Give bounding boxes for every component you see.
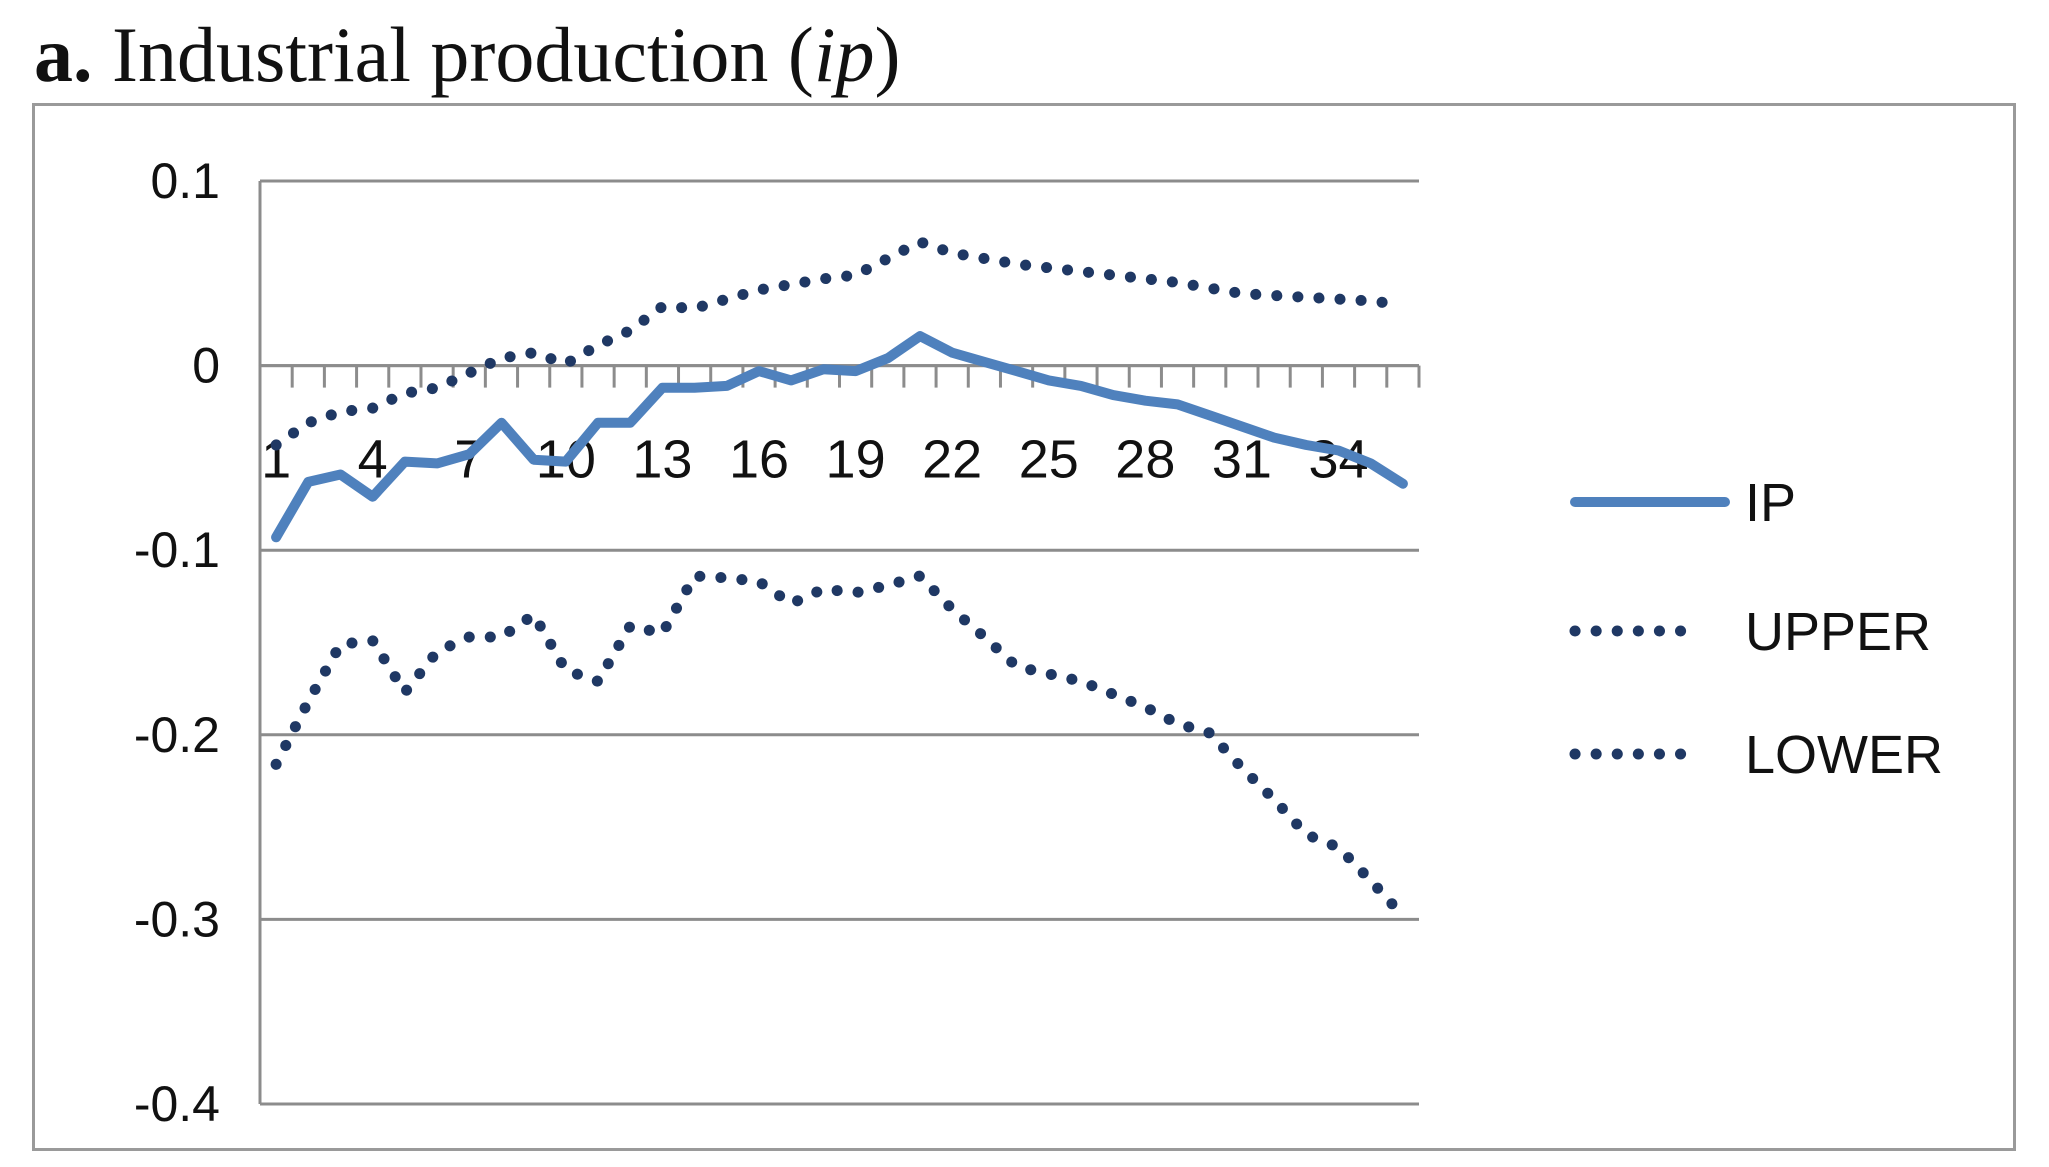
y-tick-label: 0.1 [150,153,220,209]
caption-close: ) [874,11,901,98]
legend-label-upper: UPPER [1745,602,1931,662]
figure-caption: a. Industrial production (ip) [34,12,901,98]
caption-text: Industrial production ( [112,11,814,98]
x-tick-label: 28 [1115,430,1175,490]
caption-lead: a. [34,11,93,98]
x-tick-label: 25 [1019,430,1079,490]
gridlines [258,179,1419,1106]
x-tick-label: 19 [826,430,886,490]
x-tick-label: 16 [729,430,789,490]
y-tick-labels: 0.1 0 -0.1 -0.2 -0.3 -0.4 [134,153,220,1132]
line-chart: 0.10-0.1-0.2-0.3-0.4 1 4 7 10 13 16 19 22 25 28 31… [134,153,1943,1132]
legend-label-lower: LOWER [1745,725,1943,785]
y-tick-label: -0.1 [134,522,220,578]
series-lower-line [270,570,1409,922]
series-lines [270,236,1409,922]
y-tick-label: -0.2 [134,707,220,763]
caption-variable: ip [813,11,875,98]
x-tick-label: 22 [922,430,982,490]
series-upper-line [270,236,1409,451]
x-tick-label: 31 [1212,430,1272,490]
y-tick-label: -0.4 [134,1076,220,1132]
x-tick-label: 1 [261,430,291,490]
series-ip-line [271,331,1408,543]
legend: IP UPPER LOWER [1569,473,1943,785]
legend-label-ip: IP [1745,473,1796,533]
y-tick-label: 0 [192,338,220,394]
chart-frame: 0.1 0 -0.1 -0.2 -0.3 -0.4 1 4 7 10 13 16 19 22 25 28 31… [32,103,2016,1151]
y-tick-label: -0.3 [134,891,220,947]
x-tick-label: 13 [632,430,692,490]
